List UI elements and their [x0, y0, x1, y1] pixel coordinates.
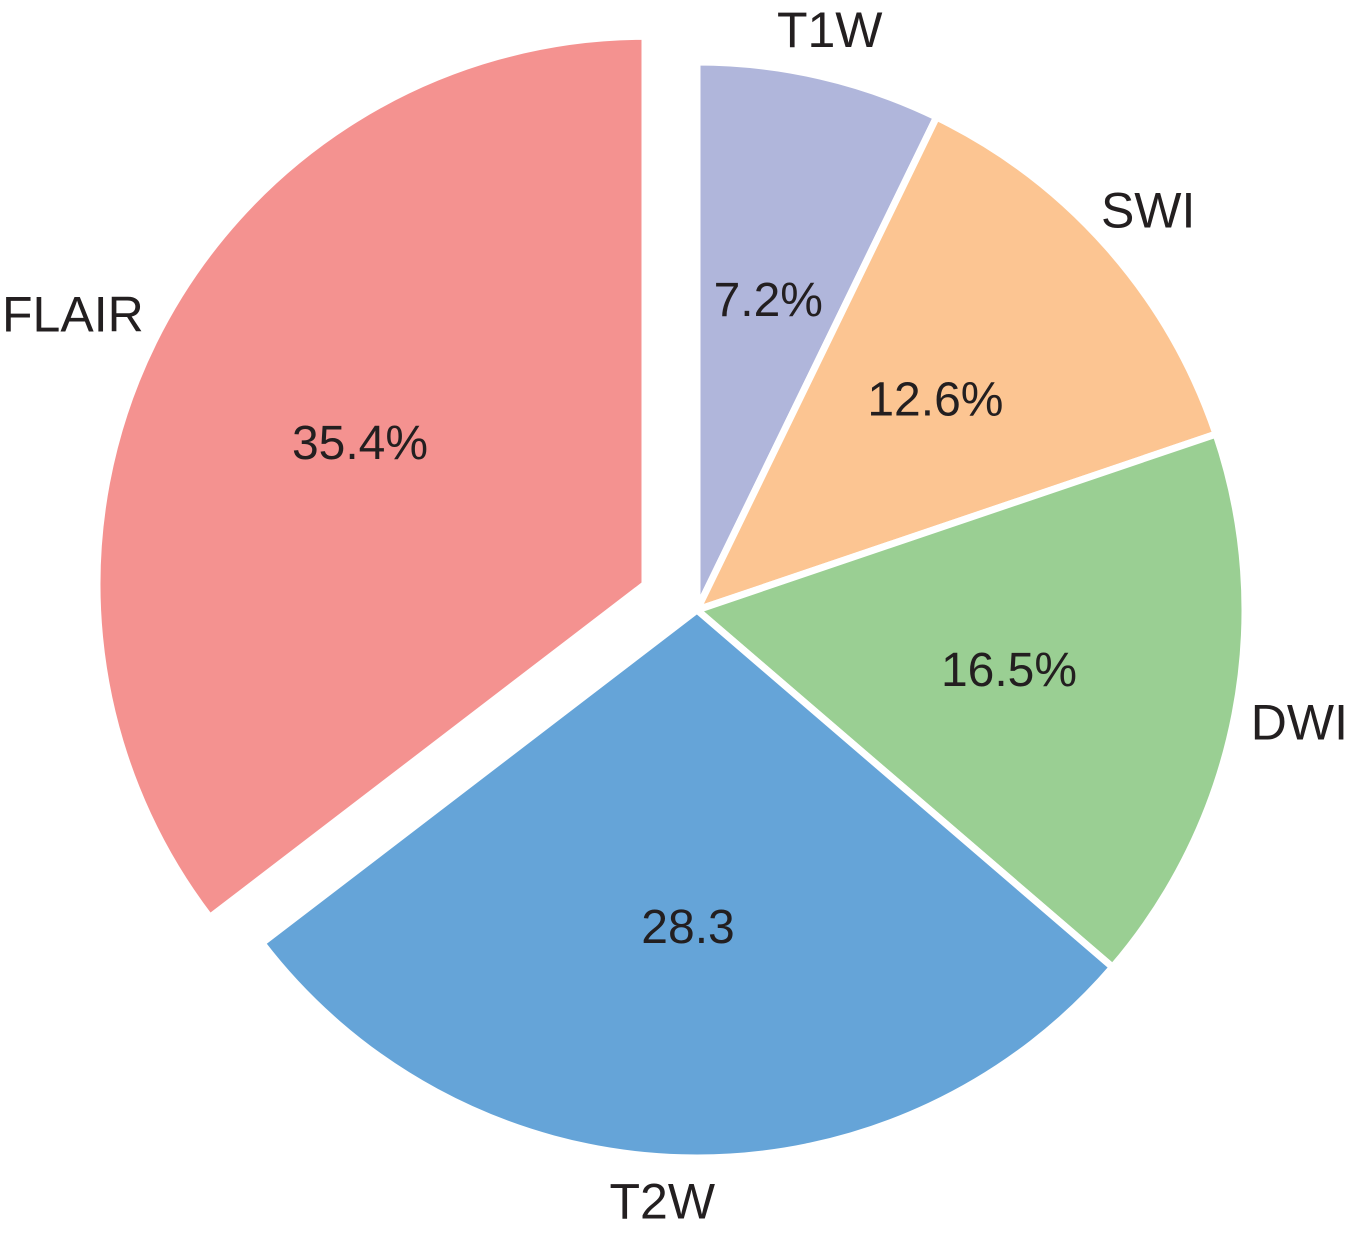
category-label-t2w: T2W	[609, 1174, 715, 1230]
pie-slice-t2w	[256, 605, 1118, 1162]
value-label-t2w: 28.3	[641, 901, 734, 954]
value-label-dwi: 16.5%	[941, 644, 1077, 697]
pie-slice-dwi	[690, 429, 1249, 973]
category-label-dwi: DWI	[1251, 695, 1348, 751]
pie-slice-swi	[690, 112, 1221, 617]
pie-slice-flair	[93, 32, 649, 923]
pie-slice-t1w	[693, 58, 942, 612]
pie-slices	[93, 32, 1249, 1162]
value-label-t1w: 7.2%	[714, 274, 823, 327]
category-label-t1w: T1W	[777, 2, 883, 58]
category-label-flair: FLAIR	[2, 286, 144, 342]
value-labels: 7.2% 12.6% 16.5% 28.3 35.4%	[292, 274, 1077, 954]
value-label-flair: 35.4%	[292, 417, 428, 470]
category-label-swi: SWI	[1101, 183, 1195, 239]
value-label-swi: 12.6%	[867, 373, 1003, 426]
